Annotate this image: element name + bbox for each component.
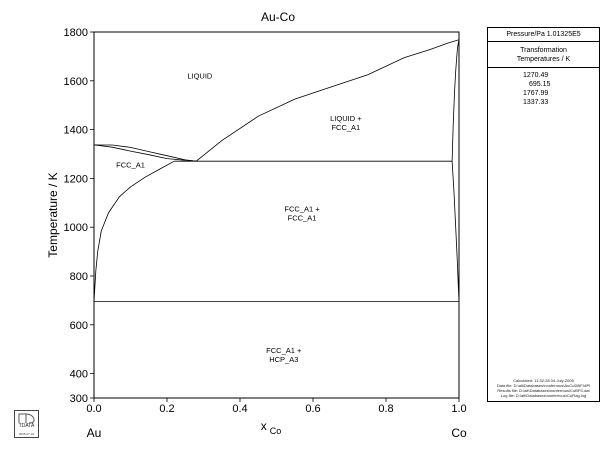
transformation-info-panel: Pressure/Pa 1.01325E5 Transformation Tem… (487, 27, 600, 402)
x-tick-label: 0.0 (86, 403, 101, 415)
x-tick-label: 0.8 (378, 403, 393, 415)
plot-frame (93, 31, 460, 399)
x-axis-label: x Co (261, 419, 282, 436)
temperature-value: 1767.99 (523, 90, 549, 97)
y-axis-label: Temperature / K (46, 172, 60, 257)
mtdata-logo: TDATA 2005-07-04 (14, 410, 39, 438)
chart-title: Au-Co (261, 10, 295, 24)
y-tick-label: 1200 (64, 173, 88, 185)
phase-region-label: LIQUID + FCC_A1 (330, 114, 362, 132)
y-tick-labels: 300 400 600 800 1000 1200 1400 1600 1800 (64, 27, 88, 405)
footer-line: Calculated: 11:32:28 04-July-2005 (513, 378, 574, 383)
y-tick-label: 1800 (64, 27, 88, 39)
x-tick-label: 0.2 (159, 403, 174, 415)
panel-header-line1: Transformation (520, 47, 567, 54)
y-tick-label: 1600 (64, 76, 88, 88)
x-tick-label: 1.0 (451, 403, 466, 415)
phase-region-label: FCC_A1 (116, 160, 145, 169)
footer-line: Log file: D:\alt\Databases\nonferrous\Co… (500, 393, 587, 398)
temperature-list: 1270.49 695.15 1767.99 1337.33 (488, 68, 599, 107)
temperature-value: 1337.33 (523, 99, 549, 106)
x-tick-label: 0.4 (232, 403, 247, 415)
panel-header-line2: Temperatures / K (516, 56, 571, 63)
logo-icon (18, 413, 35, 424)
temperature-value: 1270.49 (523, 72, 549, 79)
phase-boundary-line (451, 161, 460, 302)
footer-line: Results file: D:\alt\Databases\nonferrou… (497, 388, 590, 393)
y-tick-label: 800 (70, 271, 88, 283)
phase-boundary-line (451, 39, 460, 162)
temperature-value: 695.15 (529, 81, 551, 88)
panel-footer: Calculated: 11:32:28 04-July-2005 Data f… (488, 378, 599, 398)
phase-boundary-line (93, 160, 175, 302)
y-tick-label: 1400 (64, 125, 88, 137)
x-axis-label-sub: Co (270, 426, 282, 436)
pressure-line: Pressure/Pa 1.01325E5 (488, 28, 599, 42)
panel-divider (488, 67, 599, 68)
axis-ticks (90, 31, 460, 402)
x-end-label-au: Au (87, 426, 102, 440)
phase-region-label: LIQUID (187, 71, 213, 80)
y-tick-label: 300 (70, 393, 88, 405)
phase-boundary-line (93, 144, 197, 162)
panel-header: Transformation Temperatures / K (488, 42, 599, 64)
x-tick-labels: 0.0 0.2 0.4 0.6 0.8 1.0 (86, 403, 466, 415)
y-tick-label: 1000 (64, 222, 88, 234)
logo-text: TDATA (18, 423, 35, 429)
phase-boundaries (93, 39, 460, 303)
phase-region-labels: LIQUID LIQUID + FCC_A1 FCC_A1 FCC_A1 + FCC_A1… (116, 71, 362, 364)
phase-boundary-line (93, 39, 460, 162)
phase-region-label: FCC_A1 + HCP_A3 (266, 346, 302, 364)
phase-region-label: FCC_A1 + FCC_A1 (284, 204, 320, 222)
x-end-label-co: Co (451, 426, 467, 440)
footer-line: Data file: D:\alt\Databases\nonferrous\A… (496, 383, 591, 388)
x-axis-label-main: x (261, 419, 267, 433)
x-tick-label: 0.6 (305, 403, 320, 415)
y-tick-label: 400 (70, 369, 88, 381)
logo-date: 2005-07-04 (18, 432, 35, 436)
y-tick-label: 600 (70, 320, 88, 332)
